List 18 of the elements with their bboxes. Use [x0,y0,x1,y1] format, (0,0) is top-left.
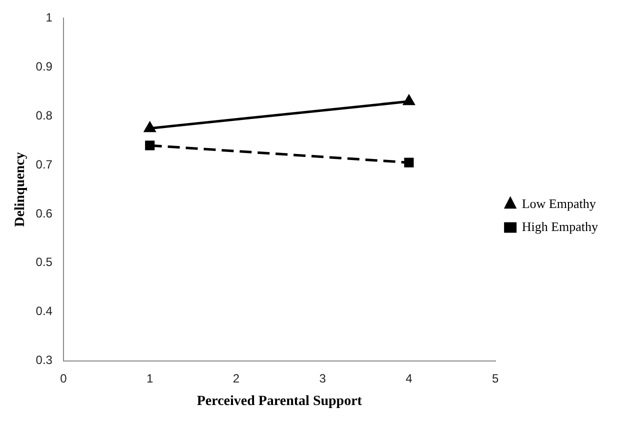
x-axis-title: Perceived Parental Support [196,394,362,410]
x-tick-label: 1 [146,371,154,386]
x-tick-label: 3 [319,371,326,386]
y-tick-label: 0.9 [36,59,53,74]
x-tick-label: 2 [232,371,240,386]
y-tick-label: 1 [46,10,53,25]
y-tick-label: 0.3 [36,353,53,368]
legend-label: Low Empathy [522,196,596,211]
legend-label: High Empathy [522,218,598,234]
x-tick-label: 5 [492,371,499,386]
y-tick-label: 0.6 [36,206,53,220]
x-tick-label: 0 [60,371,68,386]
y-tick-label: 0.4 [36,304,53,318]
y-tick-label: 0.5 [36,255,53,270]
y-axis-title: Delinquency [13,152,28,227]
y-tick-label: 0.7 [36,157,53,172]
y-tick-label: 0.8 [36,108,53,122]
x-tick-label: 4 [406,371,413,386]
